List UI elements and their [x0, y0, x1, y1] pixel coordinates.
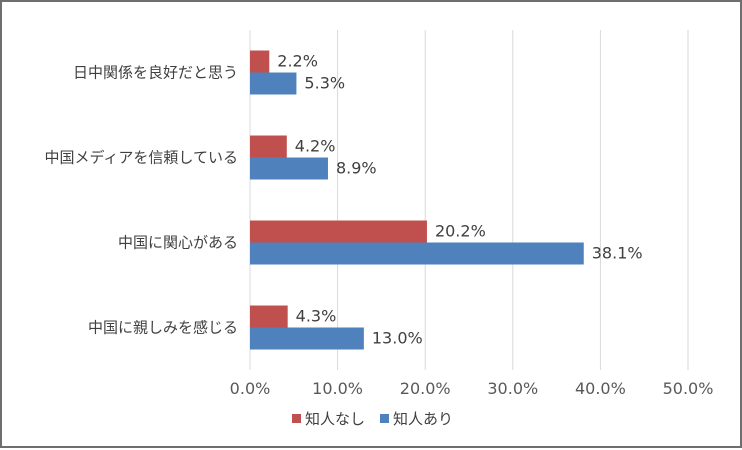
bar [250, 242, 584, 265]
legend-swatch [292, 414, 301, 423]
bar [250, 72, 297, 95]
bar [250, 305, 288, 328]
x-tick-label: 50.0% [663, 379, 714, 398]
bar [250, 157, 328, 180]
category-label: 日中関係を良好だと思う [73, 64, 238, 82]
data-label: 4.3% [296, 307, 337, 326]
data-label: 20.2% [435, 222, 486, 241]
category-label: 中国メディアを信頼している [44, 149, 238, 167]
data-label: 5.3% [304, 74, 345, 93]
bar [250, 327, 364, 350]
x-tick-label: 20.0% [400, 379, 451, 398]
x-tick-label: 40.0% [575, 379, 626, 398]
bar [250, 220, 427, 243]
data-label: 13.0% [372, 329, 423, 348]
category-label: 中国に関心がある [118, 234, 238, 252]
category-label: 中国に親しみを感じる [88, 319, 238, 337]
x-tick-label: 10.0% [312, 379, 363, 398]
x-tick-label: 0.0% [230, 379, 271, 398]
bar [250, 135, 287, 158]
x-tick-label: 30.0% [487, 379, 538, 398]
data-label: 4.2% [295, 137, 336, 156]
legend-label: 知人なし [305, 410, 365, 428]
legend-swatch [380, 414, 389, 423]
data-label: 2.2% [277, 52, 318, 71]
data-label: 38.1% [592, 244, 643, 263]
legend-label: 知人あり [393, 410, 453, 428]
data-label: 8.9% [336, 159, 377, 178]
bar [250, 50, 270, 73]
